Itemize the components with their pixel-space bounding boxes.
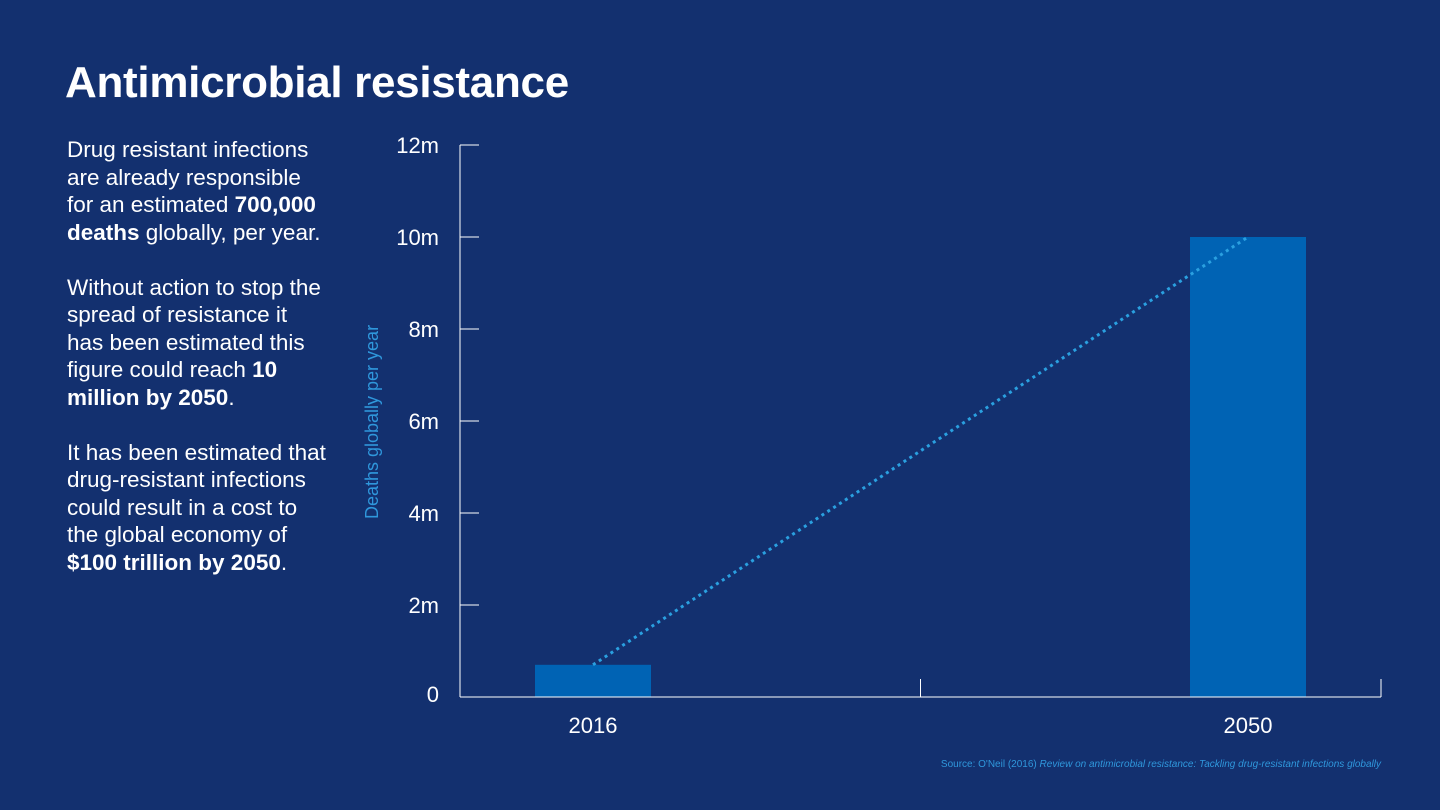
highlight-text: 10 million by 2050 (67, 357, 278, 410)
y-tick-label: 6m (408, 409, 439, 434)
labels-layer: 0 2m 4m 6m 8m 10m 12m 2016 2050 Deaths globally p… (362, 133, 1272, 738)
page-title: Antimicrobial resistance (65, 58, 569, 107)
y-tick-label: 4m (408, 501, 439, 526)
summary-paragraph-1: Drug resistant infections are already re… (67, 136, 327, 246)
y-axis-title: Deaths globally per year (362, 325, 382, 519)
summary-paragraph-3: It has been estimated that drug-resistan… (67, 439, 327, 577)
body-text: Without action to stop the spread of res… (67, 274, 321, 383)
bars-layer (535, 237, 1306, 697)
x-tick-label-2050: 2050 (1224, 713, 1273, 738)
y-tick-label: 12m (396, 133, 439, 158)
trend-line (592, 235, 1249, 667)
trend-layer (592, 235, 1249, 667)
y-tick-label: 10m (396, 225, 439, 250)
body-text: . (280, 549, 288, 575)
summary-text: Drug resistant infections are already re… (67, 136, 327, 604)
bar-2016 (535, 664, 651, 697)
x-tick-label-2016: 2016 (569, 713, 618, 738)
summary-paragraph-2: Without action to stop the spread of res… (67, 274, 327, 412)
y-tick-label: 2m (408, 593, 439, 618)
body-text: . (228, 384, 235, 410)
axis-layer (459, 144, 1382, 698)
y-tick-label: 0 (427, 682, 439, 707)
body-text: It has been estimated that drug-resistan… (67, 439, 326, 548)
source-prefix: Source: O'Neil (2016) (940, 759, 1040, 770)
source-title: Review on antimicrobial resistance: Tack… (1039, 759, 1381, 770)
y-tick-label: 8m (408, 317, 439, 342)
bar-2050 (1190, 237, 1306, 697)
highlight-text: $100 trillion by 2050 (67, 549, 281, 575)
highlight-text: 700,000 deaths (67, 192, 316, 245)
source-note: Source: O'Neil (2016) Review on antimicr… (941, 759, 1381, 770)
body-text: Drug resistant infections are already re… (67, 137, 309, 217)
body-text: globally, per year. (139, 219, 321, 245)
